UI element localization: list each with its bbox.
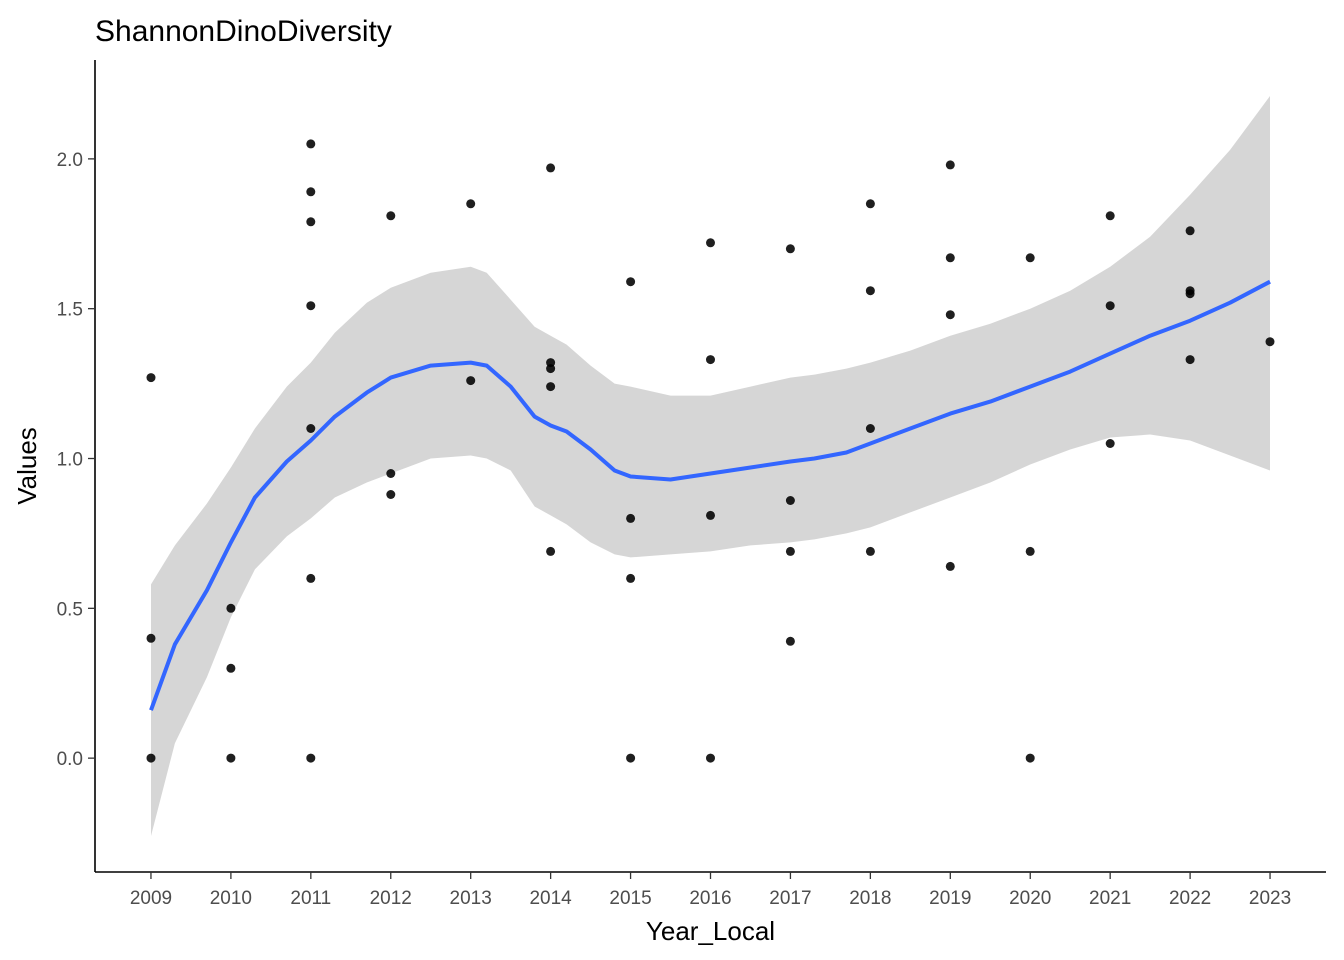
data-point	[945, 310, 955, 320]
x-tick-label: 2018	[849, 888, 891, 909]
data-point	[146, 753, 156, 763]
data-point	[146, 373, 156, 383]
smooth-line-layer	[149, 279, 1271, 711]
data-point	[306, 139, 316, 149]
data-point	[785, 636, 795, 646]
data-point	[306, 187, 316, 197]
y-axis-ticks: 0.0 0.5 1.0 1.5 2.0	[57, 150, 95, 770]
data-point	[306, 573, 316, 583]
x-tick-label: 2023	[1249, 888, 1291, 909]
data-point	[865, 199, 875, 209]
data-point	[1025, 753, 1035, 763]
y-tick-label: 2.0	[57, 150, 83, 171]
data-point	[546, 364, 556, 374]
data-point	[226, 753, 236, 763]
data-point	[945, 253, 955, 263]
y-tick-label: 0.0	[57, 749, 83, 770]
data-point	[1105, 301, 1115, 311]
x-tick-label: 2010	[210, 888, 252, 909]
y-tick-label: 1.5	[57, 300, 83, 321]
data-point	[865, 424, 875, 433]
x-tick-label: 2015	[609, 888, 651, 909]
x-tick-label: 2019	[929, 888, 971, 909]
data-point	[226, 603, 236, 613]
data-point	[865, 546, 875, 556]
data-point	[386, 211, 396, 221]
chart-title: ShannonDinoDiversity	[95, 15, 392, 48]
x-tick-label: 2014	[529, 888, 572, 909]
data-point	[785, 496, 795, 505]
data-point	[546, 163, 556, 173]
data-point	[945, 160, 955, 170]
data-point	[626, 277, 636, 287]
data-point	[306, 753, 316, 763]
x-axis-ticks: 2009 2010 2011 2012 2013 2014 2015 2016 2017 2018…	[130, 872, 1291, 909]
x-tick-label: 2016	[689, 888, 731, 909]
x-axis-title: Year_Local	[646, 916, 775, 946]
data-points-layer	[146, 139, 1275, 763]
y-tick-label: 0.5	[57, 599, 83, 620]
data-point	[386, 469, 396, 478]
data-point	[386, 490, 396, 499]
data-point	[706, 238, 715, 248]
data-point	[146, 633, 156, 643]
data-point	[1265, 337, 1275, 347]
confidence-band	[151, 96, 1270, 836]
data-point	[706, 355, 715, 365]
data-point	[306, 301, 316, 311]
data-point	[1185, 289, 1195, 299]
data-point	[785, 546, 795, 556]
data-point	[466, 376, 476, 386]
data-point	[626, 513, 636, 523]
data-point	[626, 753, 636, 763]
x-tick-label: 2012	[370, 888, 412, 909]
y-tick-label: 1.0	[57, 450, 83, 471]
y-axis-title: Values	[12, 427, 42, 505]
x-tick-label: 2017	[769, 888, 811, 909]
x-tick-label: 2022	[1169, 888, 1211, 909]
data-point	[546, 546, 556, 556]
data-point	[226, 663, 236, 673]
data-point	[706, 753, 715, 763]
data-point	[1025, 546, 1035, 556]
data-point	[306, 424, 316, 433]
data-point	[1025, 253, 1035, 263]
data-point	[306, 217, 316, 227]
data-point	[706, 510, 715, 520]
x-tick-label: 2009	[130, 888, 172, 909]
data-point	[1105, 439, 1115, 448]
data-point	[546, 382, 556, 392]
x-tick-label: 2013	[450, 888, 492, 909]
data-point	[785, 244, 795, 254]
x-tick-label: 2011	[290, 888, 331, 909]
data-point	[466, 199, 476, 209]
data-point	[1185, 226, 1195, 236]
data-point	[1185, 355, 1195, 365]
x-tick-label: 2021	[1089, 888, 1131, 909]
data-point	[626, 573, 636, 583]
confidence-band-layer	[151, 96, 1270, 836]
data-point	[1105, 211, 1115, 221]
x-tick-label: 2020	[1009, 888, 1051, 909]
smooth-line	[149, 279, 1271, 711]
data-point	[945, 561, 955, 571]
data-point	[865, 286, 875, 296]
